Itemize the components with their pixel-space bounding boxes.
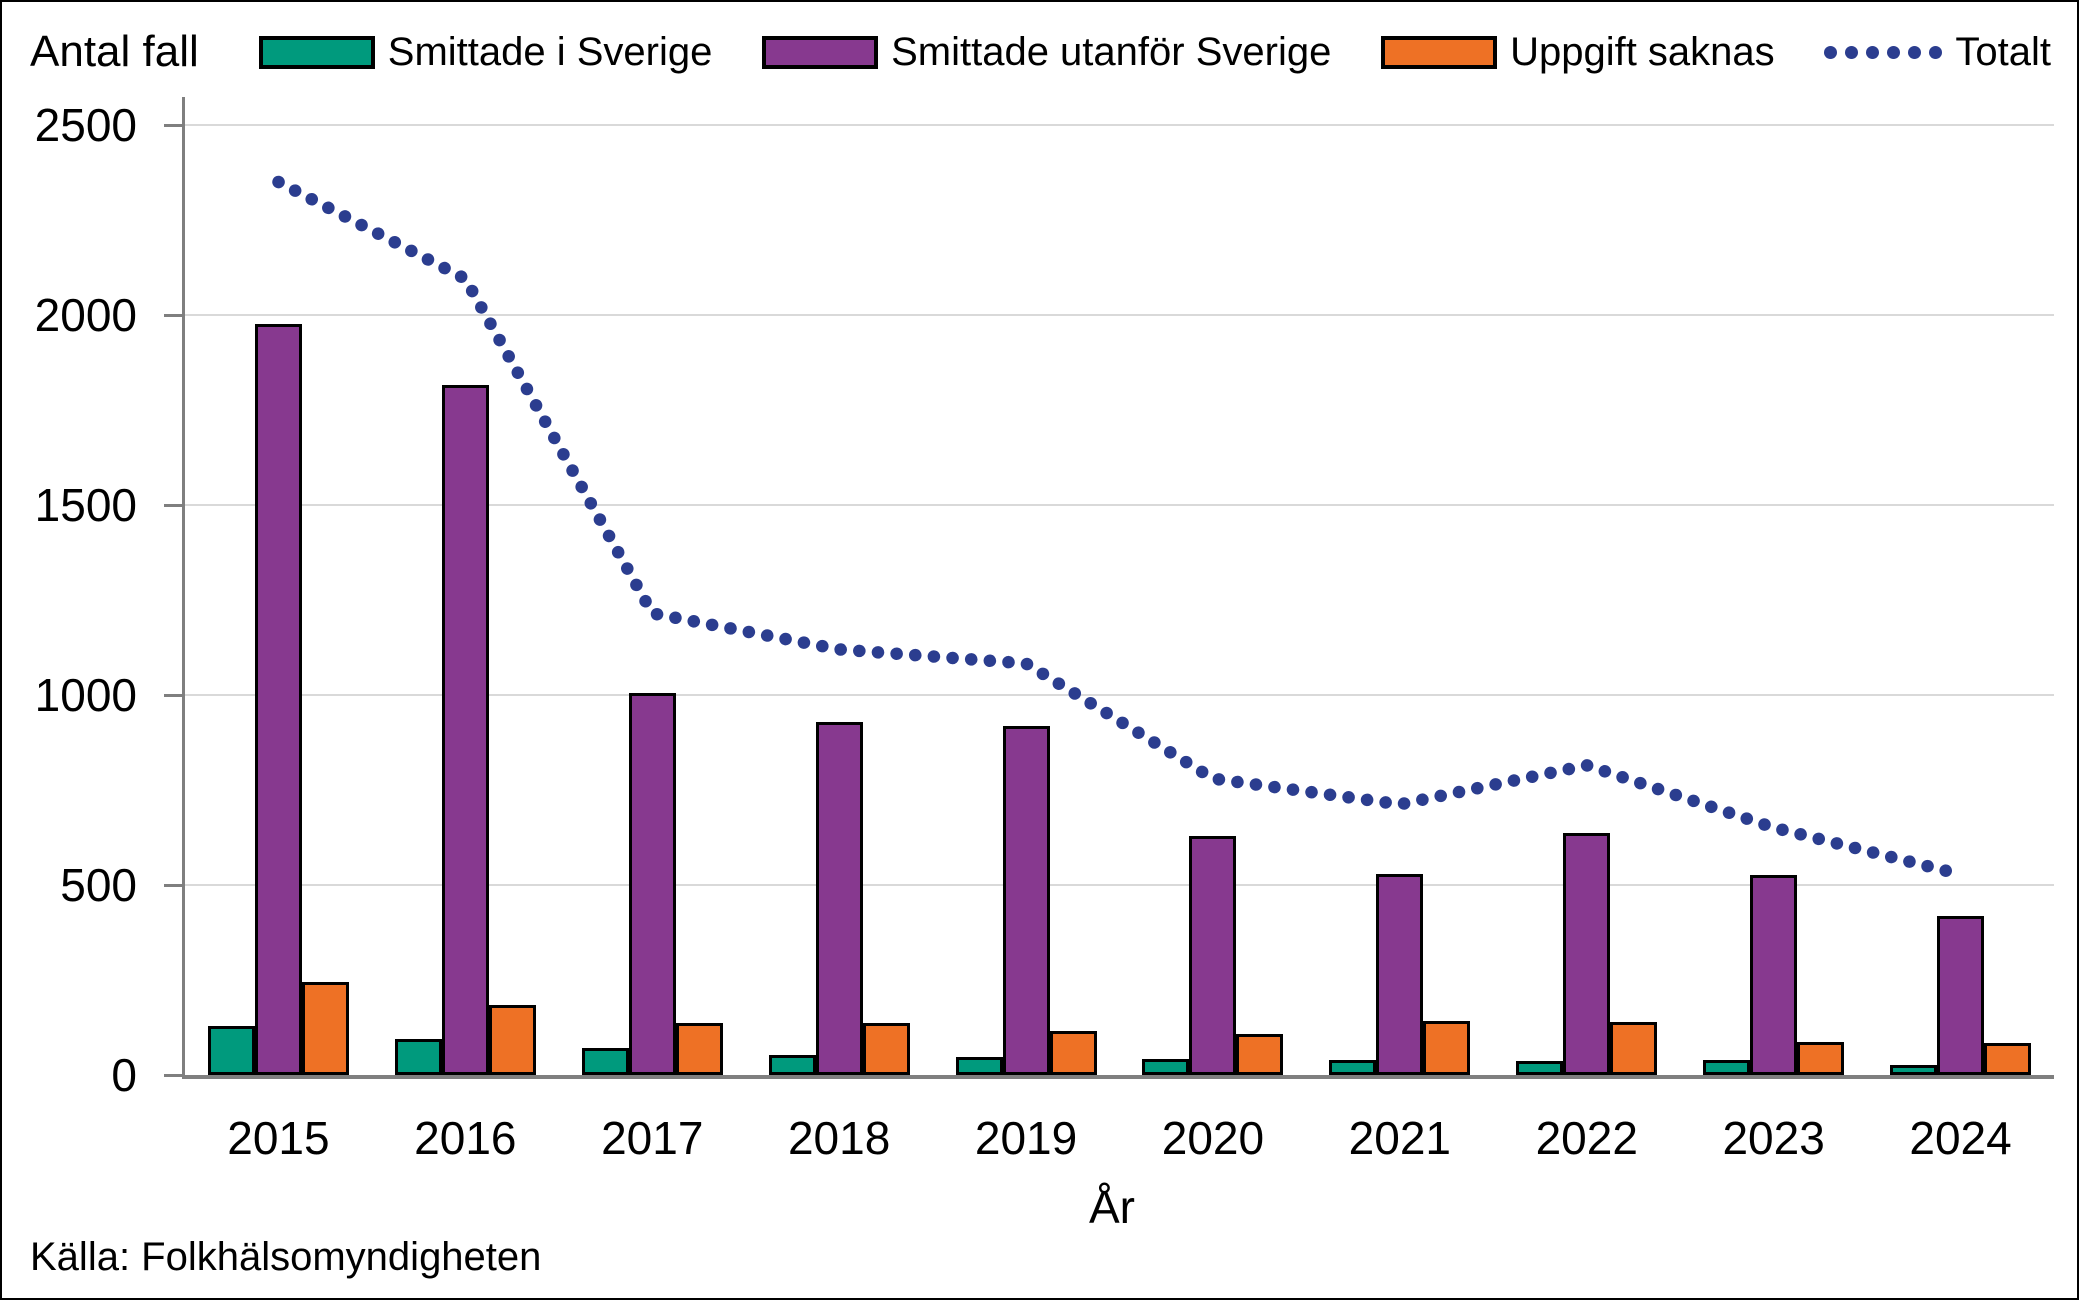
total-dotted-line xyxy=(272,175,1967,881)
legend-item-uppgift-saknas: Uppgift saknas xyxy=(1381,30,1775,75)
y-axis-line xyxy=(182,97,185,1075)
y-axis-tick-500 xyxy=(164,883,182,887)
x-tick-label-2019: 2019 xyxy=(974,1112,1078,1164)
x-tick-label-2022: 2022 xyxy=(1535,1112,1638,1164)
legend: Smittade i Sverige Smittade utanför Sveri… xyxy=(258,29,2051,75)
x-tick-label-2021: 2021 xyxy=(1348,1112,1452,1164)
bar-smittade-i-sverige-2023 xyxy=(1703,1060,1751,1075)
y-tick-label-1500: 1500 xyxy=(34,479,137,531)
x-tick-label-2016: 2016 xyxy=(414,1112,517,1164)
y-axis-tick-2000 xyxy=(164,313,182,317)
x-tick-label-2015: 2015 xyxy=(227,1112,330,1164)
legend-label-smittade-i-sverige: Smittade i Sverige xyxy=(387,29,713,74)
plot-area: 0 500 1000 1500 2000 2500 2015 2016 2017 2018 2019… xyxy=(35,97,2054,1164)
legend-dot xyxy=(1845,45,1859,59)
y-axis-title: Antal fall xyxy=(30,27,199,76)
total-line-path xyxy=(272,175,1967,881)
x-tick-label-2023: 2023 xyxy=(1722,1112,1825,1164)
y-axis-tick-1000 xyxy=(164,693,182,697)
legend-swatch-uppgift-saknas xyxy=(1381,35,1498,69)
x-tick-label-2017: 2017 xyxy=(601,1112,704,1164)
legend-dot xyxy=(1929,45,1943,59)
bar-smittade-utanf-r-sverige-2023 xyxy=(1750,875,1798,1075)
y-tick-label-2000: 2000 xyxy=(34,289,137,341)
bar-smittade-i-sverige-2016 xyxy=(394,1039,442,1075)
bar-smittade-i-sverige-2020 xyxy=(1142,1059,1190,1075)
bar-uppgift-saknas-2015 xyxy=(301,982,349,1075)
bar-uppgift-saknas-2021 xyxy=(1423,1021,1471,1075)
legend-dot xyxy=(1824,45,1838,59)
legend-swatch-smittade-i-sverige xyxy=(258,35,375,69)
bar-uppgift-saknas-2018 xyxy=(862,1023,910,1075)
bar-uppgift-saknas-2023 xyxy=(1797,1042,1845,1075)
bar-smittade-utanf-r-sverige-2019 xyxy=(1002,726,1050,1075)
gridline-2000 xyxy=(185,314,2054,316)
bar-smittade-i-sverige-2019 xyxy=(955,1057,1003,1075)
bar-smittade-utanf-r-sverige-2018 xyxy=(815,722,863,1075)
gridline-500 xyxy=(185,884,2054,886)
legend-item-totalt: Totalt xyxy=(1824,30,2051,75)
legend-dot xyxy=(1866,45,1880,59)
bar-smittade-utanf-r-sverige-2021 xyxy=(1376,874,1424,1075)
bar-smittade-utanf-r-sverige-2015 xyxy=(254,324,302,1075)
y-axis-tick-0 xyxy=(164,1073,182,1077)
bar-smittade-i-sverige-2017 xyxy=(581,1048,629,1075)
x-axis-title: År xyxy=(1089,1181,1135,1233)
bar-smittade-i-sverige-2015 xyxy=(207,1026,255,1075)
y-tick-label-0: 0 xyxy=(111,1049,137,1101)
x-tick-label-2024: 2024 xyxy=(1909,1112,2012,1164)
x-tick-label-2020: 2020 xyxy=(1161,1112,1265,1164)
y-tick-label-500: 500 xyxy=(60,859,137,911)
y-axis-tick-2500 xyxy=(164,123,182,127)
bar-smittade-utanf-r-sverige-2022 xyxy=(1563,833,1611,1075)
y-tick-label-2500: 2500 xyxy=(34,99,137,151)
bar-uppgift-saknas-2017 xyxy=(675,1023,723,1075)
bar-smittade-utanf-r-sverige-2017 xyxy=(628,693,676,1075)
legend-label-smittade-utanf-r-sverige: Smittade utanför Sverige xyxy=(891,29,1332,74)
y-axis-tick-1500 xyxy=(164,503,182,507)
bar-uppgift-saknas-2020 xyxy=(1236,1034,1284,1075)
bar-uppgift-saknas-2022 xyxy=(1610,1022,1658,1075)
legend-swatch-smittade-utanf-r-sverige xyxy=(762,35,879,69)
bar-uppgift-saknas-2024 xyxy=(1984,1043,2032,1075)
chart-header: Antal fall Smittade i Sverige Smittade ut… xyxy=(30,20,2051,84)
bar-smittade-utanf-r-sverige-2024 xyxy=(1937,916,1985,1075)
gridline-1500 xyxy=(185,504,2054,506)
legend-dot xyxy=(1887,45,1901,59)
bar-smittade-utanf-r-sverige-2016 xyxy=(441,385,489,1075)
legend-label-totalt: Totalt xyxy=(1955,29,2051,74)
x-axis-line xyxy=(182,1075,2054,1079)
bar-uppgift-saknas-2016 xyxy=(488,1005,536,1075)
y-tick-label-1000: 1000 xyxy=(34,669,137,721)
x-tick-label-2018: 2018 xyxy=(787,1112,891,1164)
legend-dotted-line-totalt xyxy=(1824,45,1943,59)
source-note: Källa: Folkhälsomyndigheten xyxy=(30,1235,542,1279)
bar-smittade-i-sverige-2022 xyxy=(1516,1061,1564,1075)
bar-smittade-i-sverige-2021 xyxy=(1329,1060,1377,1075)
bar-smittade-i-sverige-2024 xyxy=(1890,1065,1938,1075)
legend-item-smittade-i-sverige: Smittade i Sverige xyxy=(258,29,713,75)
bar-smittade-utanf-r-sverige-2020 xyxy=(1189,836,1237,1075)
bar-smittade-i-sverige-2018 xyxy=(768,1055,816,1075)
legend-item-smittade-utanf-r-sverige: Smittade utanför Sverige xyxy=(762,30,1331,75)
bar-uppgift-saknas-2019 xyxy=(1049,1031,1097,1075)
gridline-2500 xyxy=(185,124,2054,126)
legend-dot xyxy=(1908,45,1922,59)
gridline-1000 xyxy=(185,694,2054,696)
legend-label-uppgift-saknas: Uppgift saknas xyxy=(1510,29,1775,74)
